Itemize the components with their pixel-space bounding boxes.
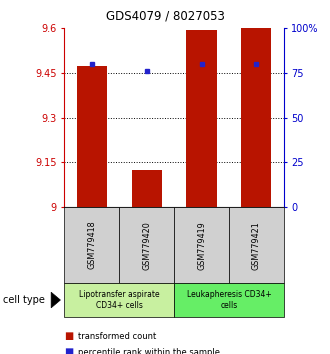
Text: percentile rank within the sample: percentile rank within the sample bbox=[78, 348, 219, 354]
Text: GDS4079 / 8027053: GDS4079 / 8027053 bbox=[106, 10, 224, 22]
Text: ■: ■ bbox=[64, 331, 74, 341]
Text: GSM779418: GSM779418 bbox=[87, 221, 96, 269]
Text: Lipotransfer aspirate
CD34+ cells: Lipotransfer aspirate CD34+ cells bbox=[79, 290, 159, 310]
Bar bbox=[186, 30, 216, 207]
Text: GSM779420: GSM779420 bbox=[142, 221, 151, 269]
Text: GSM779421: GSM779421 bbox=[252, 221, 261, 269]
Text: ■: ■ bbox=[64, 347, 74, 354]
Bar bbox=[241, 28, 272, 207]
Bar bbox=[77, 65, 107, 207]
Text: Leukapheresis CD34+
cells: Leukapheresis CD34+ cells bbox=[186, 290, 271, 310]
Text: GSM779419: GSM779419 bbox=[197, 221, 206, 269]
Text: transformed count: transformed count bbox=[78, 332, 156, 341]
Bar bbox=[132, 170, 162, 207]
Text: cell type: cell type bbox=[3, 295, 45, 305]
